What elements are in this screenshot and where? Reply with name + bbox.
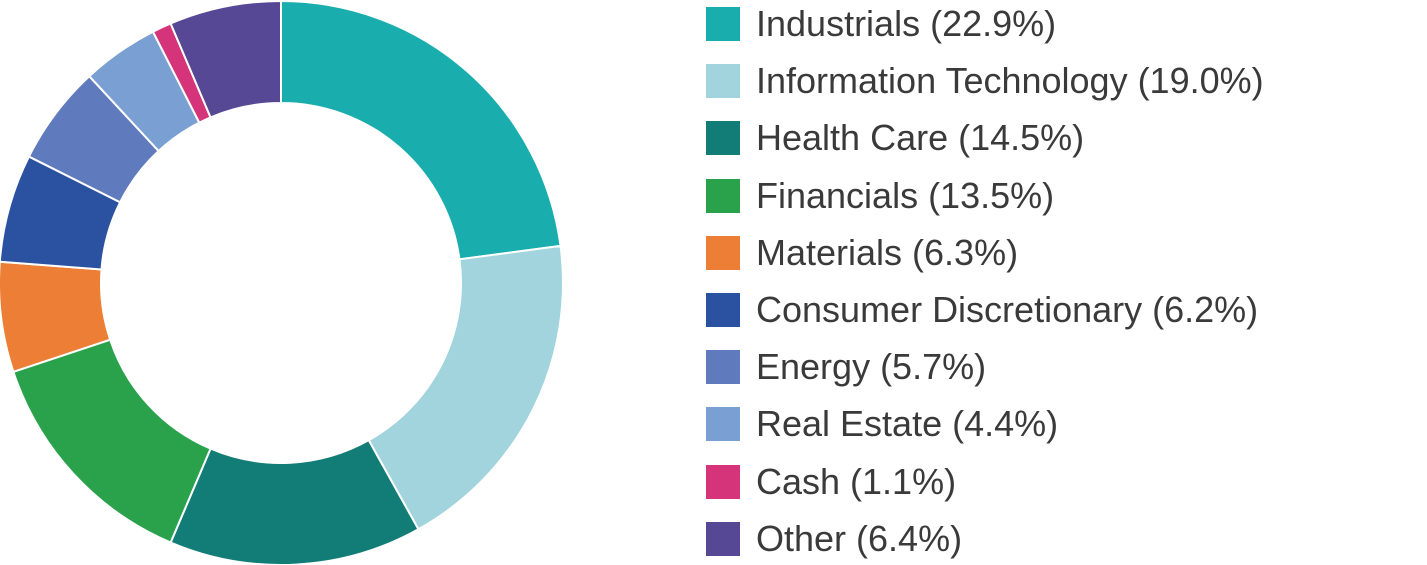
legend-swatch-consumer-discretionary [706,293,740,327]
legend-item-information-technology: Information Technology (19.0%) [706,61,1264,101]
legend-swatch-cash [706,464,740,499]
legend-item-industrials: Industrials (22.9%) [706,4,1056,44]
legend-label-industrials: Industrials (22.9%) [756,3,1057,44]
slice-information-technology [367,244,564,531]
slice-other [169,0,282,119]
slice-industrials [280,0,562,261]
legend-label-cash: Cash (1.1%) [756,460,957,502]
legend-item-consumer-discretionary: Consumer Discretionary (6.2%) [706,290,1258,330]
legend-swatch-information-technology [706,64,740,99]
legend-swatch-other [706,521,740,556]
legend-item-materials: Materials (6.3%) [706,231,1019,273]
legend-label-health-care: Health Care (14.5%) [756,117,1085,159]
slice-financials [12,338,212,544]
legend-swatch-industrials [706,7,740,41]
legend-label-information-technology: Information Technology (19.0%) [756,60,1264,102]
legend-label-materials: Materials (6.3%) [756,231,1019,273]
legend-label-other: Other (6.4%) [756,517,963,559]
legend-label-real-estate: Real Estate (4.4%) [756,403,1059,445]
legend-swatch-financials [706,178,740,213]
legend-swatch-energy [706,350,740,385]
legend-item-energy: Energy (5.7%) [706,347,986,387]
donut-chart [0,0,564,565]
legend-label-energy: Energy (5.7%) [756,346,987,388]
legend-label-financials: Financials (13.5%) [756,174,1055,216]
legend-swatch-health-care [706,121,740,156]
legend-label-consumer-discretionary: Consumer Discretionary (6.2%) [756,289,1259,330]
legend-item-financials: Financials (13.5%) [706,174,1055,216]
chart-legend: Industrials (22.9%) Information Technolog… [706,0,1421,565]
legend-item-cash: Cash (1.1%) [706,460,957,502]
legend-swatch-materials [706,235,740,270]
legend-item-real-estate: Real Estate (4.4%) [706,404,1058,444]
legend-item-health-care: Health Care (14.5%) [706,118,1084,158]
legend-item-other: Other (6.4%) [706,517,963,559]
legend-swatch-real-estate [706,407,740,442]
